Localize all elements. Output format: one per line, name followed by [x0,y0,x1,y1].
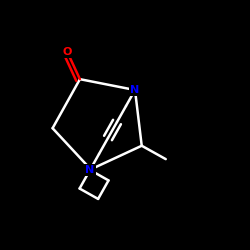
Text: N: N [130,85,140,95]
Text: N: N [86,165,94,175]
Text: O: O [62,47,72,57]
